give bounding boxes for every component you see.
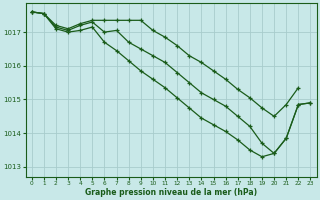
X-axis label: Graphe pression niveau de la mer (hPa): Graphe pression niveau de la mer (hPa): [85, 188, 257, 197]
